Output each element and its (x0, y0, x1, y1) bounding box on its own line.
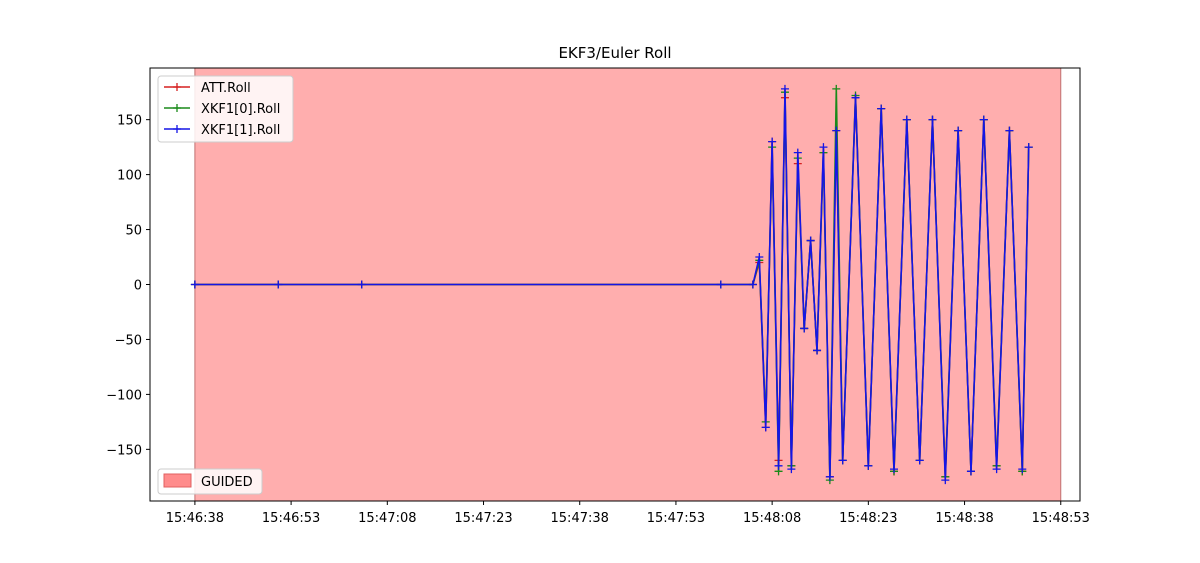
y-tick-label: 0 (134, 279, 142, 294)
x-tick-label: 15:47:23 (454, 511, 512, 526)
y-tick-label: 150 (117, 114, 142, 129)
legend-label: XKF1[0].Roll (201, 102, 280, 117)
legend-label: XKF1[1].Roll (201, 123, 280, 138)
x-tick-label: 15:47:38 (551, 511, 609, 526)
chart-title: EKF3/Euler Roll (558, 44, 671, 62)
series-legend: ATT.Roll XKF1[0].Roll XKF1[1].Roll (158, 76, 293, 142)
y-tick-label: 50 (125, 224, 142, 239)
y-tick-label: 100 (117, 169, 142, 184)
y-tick-label: −100 (106, 388, 142, 403)
shade-legend: GUIDED (158, 469, 262, 494)
legend-shade-label: GUIDED (201, 475, 253, 490)
legend-label: ATT.Roll (201, 81, 251, 96)
y-tick-label: −50 (115, 333, 142, 348)
x-tick-label: 15:46:38 (166, 511, 224, 526)
x-tick-label: 15:48:08 (743, 511, 801, 526)
x-tick-label: 15:48:53 (1032, 511, 1090, 526)
x-tick-label: 15:47:53 (647, 511, 705, 526)
y-tick-label: −150 (106, 443, 142, 458)
x-tick-label: 15:48:38 (935, 511, 993, 526)
x-tick-label: 15:47:08 (358, 511, 416, 526)
x-tick-label: 15:48:23 (839, 511, 897, 526)
x-tick-label: 15:46:53 (262, 511, 320, 526)
legend-shade-swatch (164, 474, 191, 487)
